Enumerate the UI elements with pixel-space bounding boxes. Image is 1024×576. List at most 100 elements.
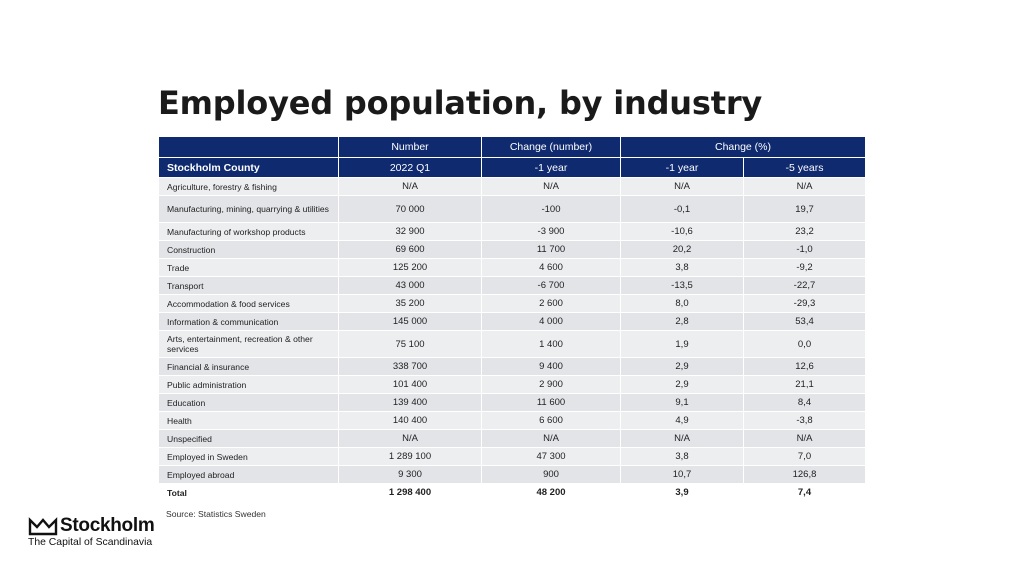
total-row: Total 1 298 400 48 200 3,9 7,4 [158, 483, 866, 502]
cell-pct-5y: 12,6 [743, 357, 866, 376]
cell-change: 4 000 [481, 312, 621, 331]
header-row-periods: Stockholm County 2022 Q1 -1 year -1 year… [158, 157, 866, 178]
cell-change: 6 600 [481, 411, 621, 430]
cell-pct-5y: -22,7 [743, 276, 866, 295]
row-label: Manufacturing, mining, quarrying & utili… [158, 195, 339, 223]
cell-pct-1y: 2,9 [620, 357, 744, 376]
cell-pct-5y: 19,7 [743, 195, 866, 223]
cell-number: 43 000 [338, 276, 482, 295]
cell-pct-5y: 8,4 [743, 393, 866, 412]
cell-pct-5y: N/A [743, 177, 866, 196]
header-change-number: Change (number) [481, 136, 621, 158]
table-row: Agriculture, forestry & fishing N/A N/A … [158, 177, 866, 196]
header-one-year-number: -1 year [481, 157, 621, 178]
cell-change: 2 600 [481, 294, 621, 313]
cell-number: 75 100 [338, 330, 482, 358]
row-label: Transport [158, 276, 339, 295]
stockholm-logo: Stockholm The Capital of Scandinavia [28, 514, 168, 554]
row-label: Trade [158, 258, 339, 277]
page-title: Employed population, by industry [158, 84, 763, 122]
cell-change: 48 200 [481, 483, 621, 502]
cell-change: 1 400 [481, 330, 621, 358]
table-row: Accommodation & food services 35 200 2 6… [158, 294, 866, 313]
cell-pct-5y: 7,0 [743, 447, 866, 466]
table-row: Education 139 400 11 600 9,1 8,4 [158, 393, 866, 412]
cell-pct-5y: -3,8 [743, 411, 866, 430]
cell-number: 70 000 [338, 195, 482, 223]
table-row: Transport 43 000 -6 700 -13,5 -22,7 [158, 276, 866, 295]
cell-pct-1y: 20,2 [620, 240, 744, 259]
cell-pct-5y: 23,2 [743, 222, 866, 241]
row-label: Public administration [158, 375, 339, 394]
cell-change: 11 700 [481, 240, 621, 259]
row-label: Financial & insurance [158, 357, 339, 376]
cell-change: -3 900 [481, 222, 621, 241]
cell-number: 139 400 [338, 393, 482, 412]
table-row: Construction 69 600 11 700 20,2 -1,0 [158, 240, 866, 259]
cell-change: 900 [481, 465, 621, 484]
cell-pct-1y: 2,9 [620, 375, 744, 394]
cell-change: 9 400 [481, 357, 621, 376]
row-label: Total [158, 483, 339, 502]
header-region: Stockholm County [158, 157, 339, 178]
cell-pct-1y: N/A [620, 429, 744, 448]
cell-number: 145 000 [338, 312, 482, 331]
cell-pct-1y: 3,9 [620, 483, 744, 502]
row-label: Health [158, 411, 339, 430]
table-row: Manufacturing of workshop products 32 90… [158, 222, 866, 241]
crown-icon [28, 517, 58, 536]
cell-change: N/A [481, 177, 621, 196]
header-five-years-pct: -5 years [743, 157, 866, 178]
header-period: 2022 Q1 [338, 157, 482, 178]
table-row: Unspecified N/A N/A N/A N/A [158, 429, 866, 448]
header-row-groups: Number Change (number) Change (%) [158, 136, 866, 158]
table-row: Employed abroad 9 300 900 10,7 126,8 [158, 465, 866, 484]
cell-number: N/A [338, 429, 482, 448]
cell-pct-5y: 53,4 [743, 312, 866, 331]
cell-number: N/A [338, 177, 482, 196]
cell-number: 35 200 [338, 294, 482, 313]
cell-number: 32 900 [338, 222, 482, 241]
table-row: Manufacturing, mining, quarrying & utili… [158, 195, 866, 223]
table-row: Information & communication 145 000 4 00… [158, 312, 866, 331]
cell-number: 140 400 [338, 411, 482, 430]
logo-wordmark: Stockholm [60, 515, 155, 536]
cell-number: 125 200 [338, 258, 482, 277]
cell-number: 9 300 [338, 465, 482, 484]
row-label: Unspecified [158, 429, 339, 448]
header-one-year-pct: -1 year [620, 157, 744, 178]
cell-change: 47 300 [481, 447, 621, 466]
cell-number: 1 289 100 [338, 447, 482, 466]
cell-pct-5y: 21,1 [743, 375, 866, 394]
cell-change: 4 600 [481, 258, 621, 277]
row-label: Arts, entertainment, recreation & other … [158, 330, 339, 358]
row-label: Accommodation & food services [158, 294, 339, 313]
cell-number: 338 700 [338, 357, 482, 376]
table-row: Public administration 101 400 2 900 2,9 … [158, 375, 866, 394]
cell-change: 11 600 [481, 393, 621, 412]
table-row: Trade 125 200 4 600 3,8 -9,2 [158, 258, 866, 277]
header-corner [158, 136, 339, 158]
employment-table: Number Change (number) Change (%) Stockh… [158, 136, 866, 502]
cell-pct-5y: 126,8 [743, 465, 866, 484]
cell-pct-1y: 10,7 [620, 465, 744, 484]
cell-change: -6 700 [481, 276, 621, 295]
cell-number: 101 400 [338, 375, 482, 394]
cell-pct-5y: -9,2 [743, 258, 866, 277]
row-label: Construction [158, 240, 339, 259]
cell-number: 69 600 [338, 240, 482, 259]
cell-pct-1y: -13,5 [620, 276, 744, 295]
header-number: Number [338, 136, 482, 158]
row-label: Agriculture, forestry & fishing [158, 177, 339, 196]
row-label: Education [158, 393, 339, 412]
table-row: Health 140 400 6 600 4,9 -3,8 [158, 411, 866, 430]
table-row: Arts, entertainment, recreation & other … [158, 330, 866, 358]
cell-pct-1y: 3,8 [620, 447, 744, 466]
logo-tagline: The Capital of Scandinavia [28, 537, 153, 548]
row-label: Employed in Sweden [158, 447, 339, 466]
cell-pct-5y: -29,3 [743, 294, 866, 313]
cell-pct-1y: 2,8 [620, 312, 744, 331]
cell-pct-5y: N/A [743, 429, 866, 448]
cell-pct-5y: -1,0 [743, 240, 866, 259]
cell-pct-1y: 3,8 [620, 258, 744, 277]
